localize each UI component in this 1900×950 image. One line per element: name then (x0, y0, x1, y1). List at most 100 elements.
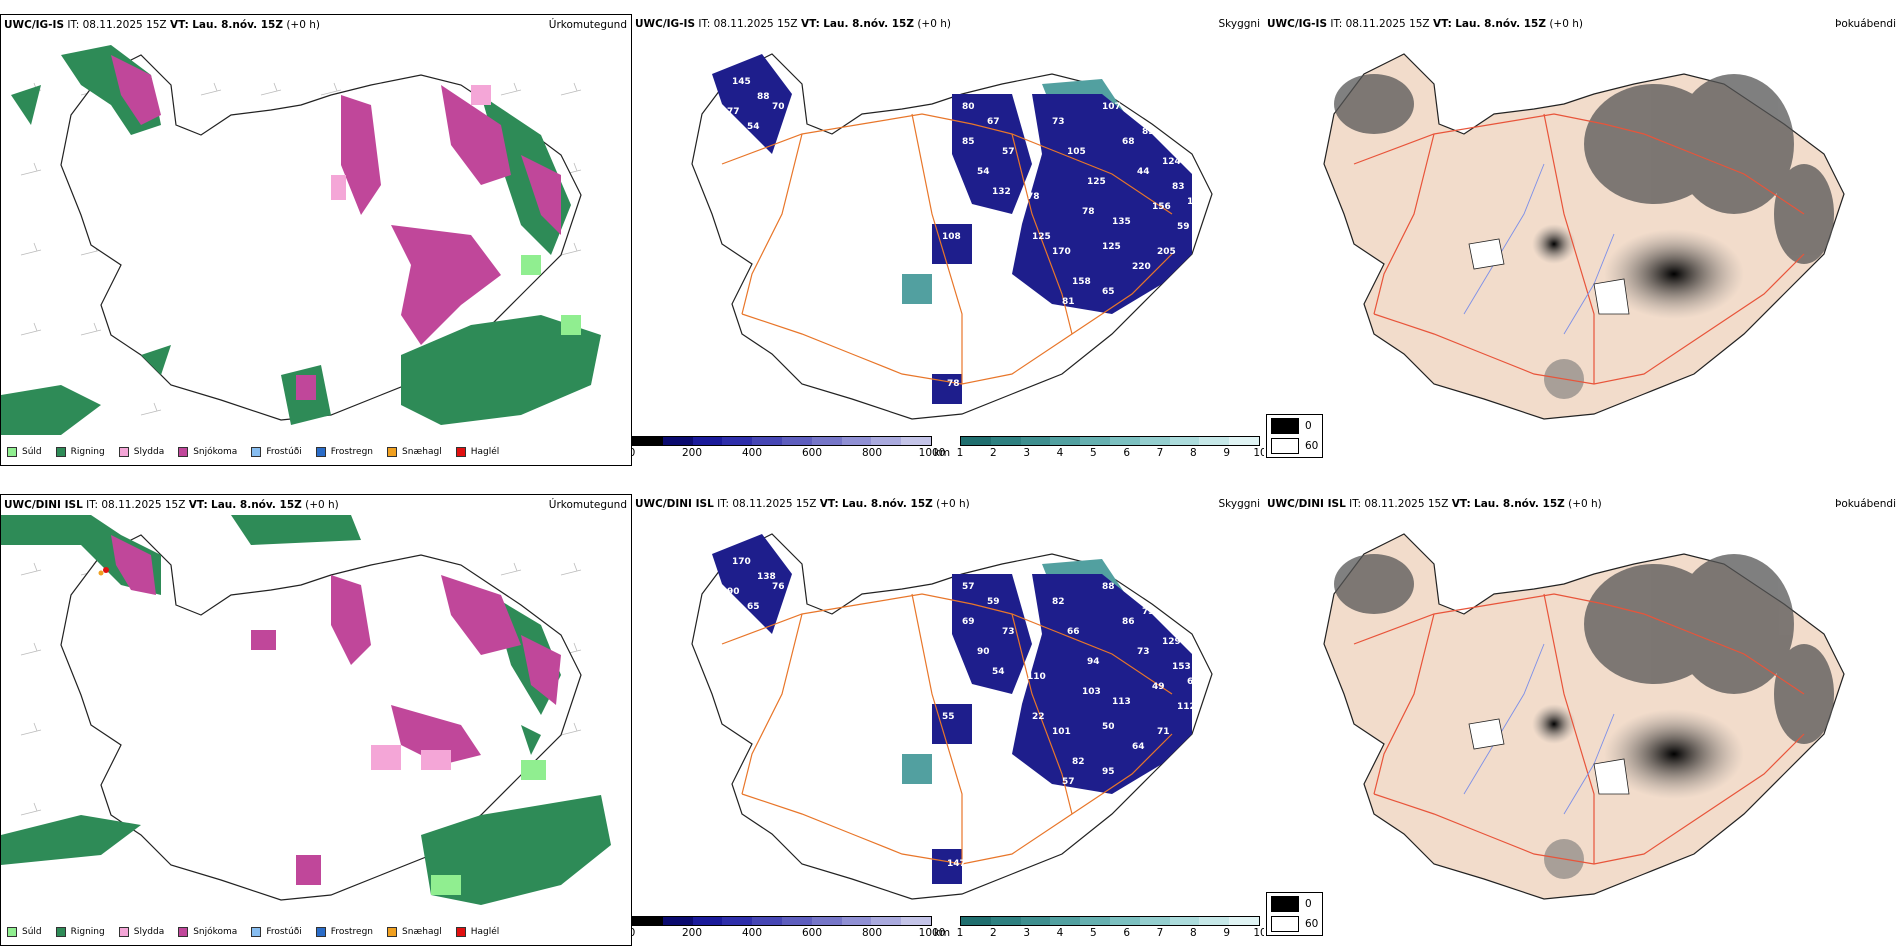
ptype-legend: Súld Rigning Slydda Snjókoma Frostúði Fr… (7, 927, 499, 937)
panel-title: UWC/DINI ISL IT: 08.11.2025 15Z VT: Lau.… (635, 498, 970, 510)
visibility-colorbar-tick: 1 (956, 447, 964, 459)
ceiling-colorbar-tick: 600 (801, 447, 823, 459)
ptype-map (1, 515, 611, 905)
visibility-colorbar-tick: 4 (1056, 447, 1064, 459)
roads (721, 593, 1173, 865)
visibility-value: 95 (1102, 767, 1115, 777)
visibility-colorbar-tick: 10 (1253, 927, 1264, 939)
visibility-value: 60 (1187, 677, 1200, 687)
ceiling-colorbar-tick: 800 (861, 447, 883, 459)
ceiling-colorbar-tick: 600 (801, 927, 823, 939)
legend-item: Snæhagl (387, 927, 442, 937)
iceland-outline (60, 534, 582, 901)
visibility-value: 85 (1142, 127, 1155, 137)
visibility-value: 68 (1122, 137, 1135, 147)
visibility-value: 59 (987, 597, 1000, 607)
ceiling-colorbar-swatch (811, 917, 842, 925)
legend-item: Slydda (118, 447, 164, 457)
visibility-value: 57 (1062, 777, 1075, 787)
visibility-value: 55 (942, 712, 955, 722)
ceiling-colorbar-swatch (722, 437, 753, 445)
visibility-colorbar-tick: 7 (1156, 447, 1164, 459)
visibility-colorbar-swatch (1139, 437, 1170, 445)
ceiling-colorbar-swatch (871, 437, 902, 445)
variable-label: Þokuábendi (1835, 18, 1896, 30)
legend-item: Frostregn (315, 927, 373, 937)
visibility-value: 94 (1087, 657, 1100, 667)
visibility-colorbar-swatch (1050, 917, 1081, 925)
visibility-colorbar-tick: 3 (1023, 447, 1030, 459)
visibility-value: 132 (992, 187, 1011, 197)
visibility-colorbar-tick: 8 (1189, 447, 1197, 459)
visibility-colorbar-tick: 3 (1023, 927, 1030, 939)
ceiling-colorbar-tick: 0 (632, 447, 635, 459)
ceiling-colorbar-tick: 200 (681, 927, 703, 939)
legend-item: Haglél (455, 927, 499, 937)
visibility-value: 54 (977, 167, 990, 177)
legend-item: Rigning (55, 447, 105, 457)
visibility-panel-row2: UWC/DINI ISL IT: 08.11.2025 15Z VT: Lau.… (632, 494, 1264, 946)
visibility-colorbar-tick: 6 (1123, 927, 1130, 939)
roads (721, 113, 1173, 385)
visibility-colorbar-swatch (1169, 437, 1200, 445)
ceiling-colorbar-swatch (662, 437, 693, 445)
visibility-value: 57 (1002, 147, 1015, 157)
ceiling-colorbar-swatch (781, 917, 812, 925)
drizzle-areas (431, 760, 546, 895)
fog-shading (1334, 74, 1834, 264)
visibility-colorbar-swatch (1229, 437, 1259, 445)
ceiling-colorbar-tick: 400 (741, 927, 763, 939)
visibility-value: 57 (962, 582, 975, 592)
visibility-value: 153 (1172, 662, 1191, 672)
variable-label: Úrkomutegund (548, 499, 627, 511)
visibility-value: 147 (947, 859, 966, 869)
visibility-colorbar-swatch (1109, 917, 1140, 925)
visibility-colorbar-tick: 6 (1123, 447, 1130, 459)
visibility-value: 65 (747, 602, 760, 612)
ceiling-colorbar-swatch (901, 437, 931, 445)
visibility-colorbar-swatch (1020, 437, 1051, 445)
legend-item: Snjókoma (178, 927, 237, 937)
ceiling-colorbar-swatch (752, 917, 782, 925)
panel-title: UWC/IG-IS IT: 08.11.2025 15Z VT: Lau. 8.… (1267, 18, 1583, 30)
legend-item: Frostregn (315, 447, 373, 457)
visibility-colorbar-swatch (961, 437, 991, 445)
legend-item: Frostúði (251, 447, 302, 457)
visibility-value: 71 (1157, 727, 1170, 737)
ceiling-colorbar-tick: 0 (632, 927, 635, 939)
visibility-value: 70 (772, 102, 785, 112)
panel-title: UWC/DINI ISL IT: 08.11.2025 15Z VT: Lau.… (1267, 498, 1602, 510)
visibility-value: 65 (1102, 287, 1115, 297)
visibility-colorbar-swatch (1020, 917, 1051, 925)
legend-item: Slydda (118, 927, 164, 937)
ceiling-colorbar-swatch (662, 917, 693, 925)
visibility-value: 110 (1027, 672, 1046, 682)
visibility-value: 170 (1052, 247, 1071, 257)
ceiling-colorbar-tick: 1000 (918, 927, 946, 939)
ceiling-colorbar: m02004006008001000 (632, 916, 945, 940)
legend-item: Súld (7, 927, 42, 937)
visibility-value: 22 (1032, 712, 1045, 722)
visibility-value: 54 (747, 122, 760, 132)
legend-item: Snæhagl (387, 447, 442, 457)
variable-label: Skyggni (1218, 498, 1261, 510)
visibility-value: 80 (962, 102, 975, 112)
visibility-value: 82 (1052, 597, 1065, 607)
visibility-colorbar-swatch (990, 917, 1021, 925)
fog-index-legend: 0 60 (1266, 892, 1324, 936)
visibility-value: 90 (727, 587, 740, 597)
visibility-value: 103 (1082, 687, 1101, 697)
visibility-value: 135 (1112, 217, 1131, 227)
visibility-value: 73 (1052, 117, 1065, 127)
panel-title: UWC/IG-IS IT: 08.11.2025 15Z VT: Lau. 8.… (635, 18, 951, 30)
visibility-colorbar-swatch (1229, 917, 1259, 925)
visibility-value: 73 (1142, 607, 1155, 617)
variable-label: Skyggni (1218, 18, 1261, 30)
visibility-value: 77 (727, 107, 740, 117)
visibility-value: 113 (1112, 697, 1131, 707)
visibility-value: 82 (1072, 757, 1085, 767)
ceiling-colorbar-swatch (692, 917, 723, 925)
glaciers (1468, 238, 1630, 315)
hail-areas (103, 567, 109, 573)
